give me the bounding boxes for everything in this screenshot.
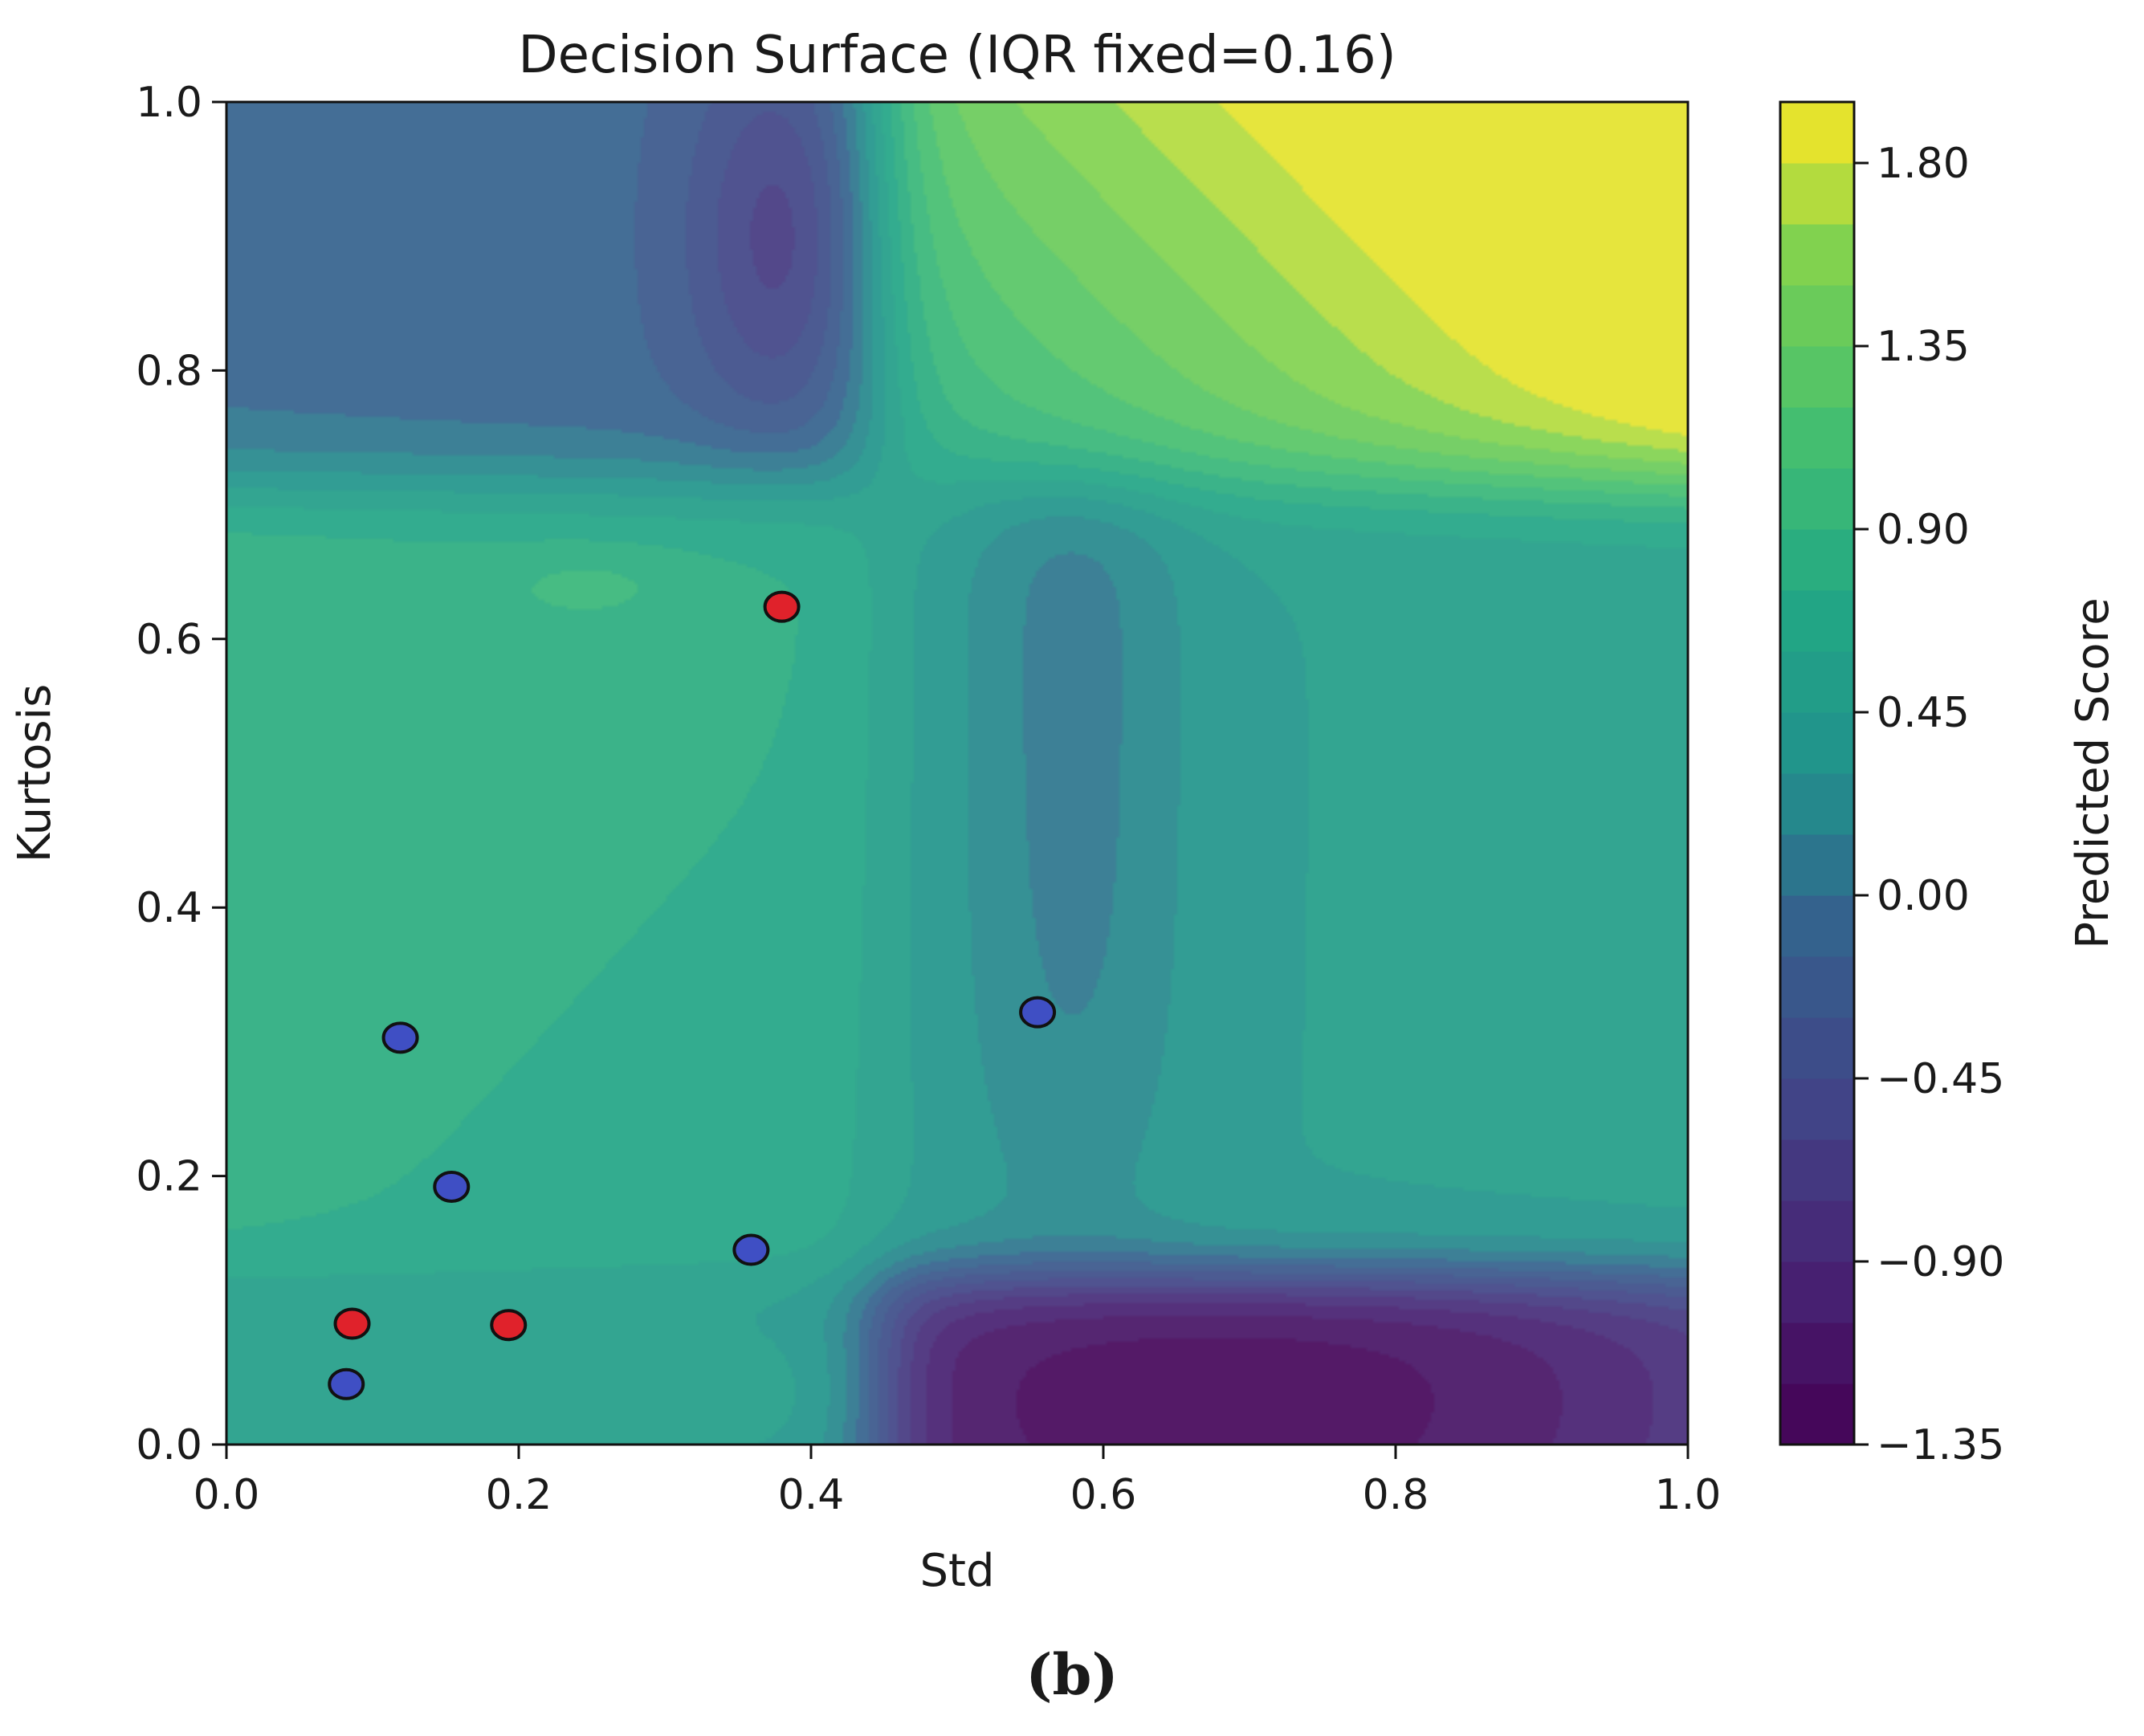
colorbar-tick-label: 0.45 xyxy=(1877,689,1970,737)
colorbar-band xyxy=(1780,1261,1854,1323)
panel-label: (b) xyxy=(1025,1641,1118,1708)
plot-frame xyxy=(225,100,1690,1446)
blue-point xyxy=(328,1367,365,1400)
colorbar-tick-label: 0.90 xyxy=(1877,506,1970,554)
blue-point xyxy=(1019,996,1057,1029)
colorbar: −1.35 −0.90 −0.45 0.00 0.45 0.90 1.35 1.80 Pred… xyxy=(1779,100,2119,1469)
colorbar-band xyxy=(1780,1200,1854,1262)
y-axis-label: Kurtosis xyxy=(9,684,61,863)
colorbar-tick-label: 1.35 xyxy=(1877,323,1970,371)
y-tick-label: 1.0 xyxy=(136,79,202,127)
y-tick-label: 0.8 xyxy=(136,347,202,395)
decision-surface xyxy=(226,102,1688,1445)
colorbar-tick-label: 0.00 xyxy=(1877,872,1970,920)
colorbar-band xyxy=(1780,102,1854,164)
x-tick-label: 1.0 xyxy=(1655,1471,1722,1519)
y-tick-label: 0.0 xyxy=(136,1421,202,1469)
colorbar-band xyxy=(1780,651,1854,713)
colorbar-band xyxy=(1780,529,1854,591)
colorbar-bands xyxy=(1780,102,1854,1445)
colorbar-band xyxy=(1780,712,1854,774)
blue-point xyxy=(381,1021,419,1054)
y-tick-label: 0.2 xyxy=(136,1153,202,1201)
colorbar-frame xyxy=(1779,100,1856,1446)
colorbar-band xyxy=(1780,1017,1854,1079)
plot-area xyxy=(225,100,1690,1446)
colorbar-band xyxy=(1780,407,1854,469)
colorbar-label: Predicted Score xyxy=(2067,597,2119,949)
colorbar-band xyxy=(1780,1078,1854,1140)
colorbar-band xyxy=(1780,346,1854,408)
colorbar-band xyxy=(1780,224,1854,286)
chart-title: Decision Surface (IQR fixed=0.16) xyxy=(518,26,1396,85)
x-tick-label: 0.2 xyxy=(486,1471,552,1519)
red-point xyxy=(763,590,801,623)
colorbar-band xyxy=(1780,285,1854,347)
blue-point xyxy=(732,1233,770,1266)
colorbar-band xyxy=(1780,773,1854,835)
colorbar-band xyxy=(1780,1384,1854,1445)
colorbar-band xyxy=(1780,834,1854,896)
colorbar-band xyxy=(1780,163,1854,225)
y-axis: 0.0 0.2 0.4 0.6 0.8 1.0 xyxy=(136,79,226,1469)
colorbar-band xyxy=(1780,895,1854,957)
colorbar-ticks: −1.35 −0.90 −0.45 0.00 0.45 0.90 1.35 1.80 xyxy=(1854,140,2004,1469)
red-point xyxy=(490,1309,528,1342)
data-points xyxy=(328,590,1057,1400)
colorbar-tick-label: −0.90 xyxy=(1877,1238,2004,1286)
y-tick-label: 0.6 xyxy=(136,616,202,664)
x-tick-label: 0.0 xyxy=(194,1471,260,1519)
x-tick-label: 0.8 xyxy=(1363,1471,1429,1519)
x-tick-label: 0.6 xyxy=(1070,1471,1137,1519)
colorbar-band xyxy=(1780,956,1854,1018)
red-point xyxy=(333,1307,371,1340)
colorbar-band xyxy=(1780,468,1854,530)
x-axis-label: Std xyxy=(919,1545,994,1597)
colorbar-tick-label: −1.35 xyxy=(1877,1421,2004,1469)
colorbar-tick-label: −0.45 xyxy=(1877,1055,2004,1103)
colorbar-band xyxy=(1780,1139,1854,1201)
x-axis: 0.0 0.2 0.4 0.6 0.8 1.0 xyxy=(194,1445,1722,1519)
colorbar-tick-label: 1.80 xyxy=(1877,140,1970,188)
colorbar-band xyxy=(1780,590,1854,652)
colorbar-band xyxy=(1780,1322,1854,1384)
x-tick-label: 0.4 xyxy=(778,1471,845,1519)
blue-point xyxy=(433,1170,471,1203)
y-tick-label: 0.4 xyxy=(136,884,202,932)
